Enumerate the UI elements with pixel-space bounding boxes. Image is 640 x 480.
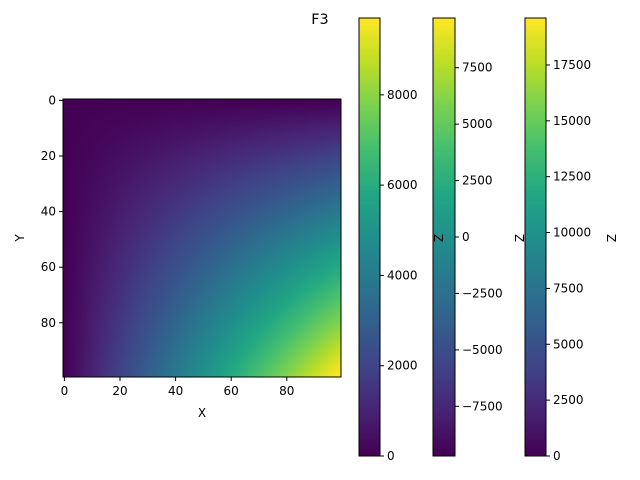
heatmap-frame	[62, 98, 342, 378]
colorbar-tick-label: 6000	[387, 178, 418, 192]
x-axis-label: X	[198, 406, 206, 420]
colorbar-2-label: Z	[432, 234, 446, 242]
x-tick-label: 80	[279, 384, 294, 398]
colorbar-3-gradient	[525, 18, 546, 456]
y-axis-ticks: 0 20 40 60 80	[41, 93, 63, 330]
colorbar-tick-label: 17500	[553, 58, 591, 72]
x-tick-label: 20	[112, 384, 127, 398]
y-tick-label: 80	[41, 316, 56, 330]
colorbar-tick-label: 15000	[553, 114, 591, 128]
y-tick-label: 20	[41, 149, 56, 163]
colorbar-tick-label: 5000	[553, 337, 584, 351]
colorbar-tick-label: 0	[462, 230, 470, 244]
x-tick-label: 60	[224, 384, 239, 398]
colorbar-tick-label: 0	[387, 449, 395, 463]
colorbar-3-axis: 0 2500 5000 7500 10000 12500 15000 17500	[524, 17, 591, 463]
chart-title: F3	[311, 12, 328, 28]
colorbar-tick-label: 2000	[387, 359, 418, 373]
colorbar-2-axis: −7500 −5000 −2500 0 2500 5000 7500	[432, 17, 503, 457]
colorbar-tick-label: 0	[553, 449, 561, 463]
y-axis-label: Y	[13, 234, 27, 243]
colorbar-tick-label: 12500	[553, 170, 591, 184]
colorbar-1-axis: 0 2000 4000 6000 8000	[358, 17, 418, 463]
colorbar-tick-label: −2500	[462, 286, 503, 300]
colorbar-2-gradient	[433, 18, 455, 456]
colorbar-frame	[524, 17, 547, 457]
y-tick-label: 0	[48, 93, 56, 107]
colorbar-tick-label: 7500	[553, 281, 584, 295]
colorbar-tick-label: 8000	[387, 88, 418, 102]
colorbar-tick-label: 5000	[462, 117, 493, 131]
x-tick-label: 0	[61, 384, 69, 398]
colorbar-tick-label: 7500	[462, 61, 493, 75]
colorbar-3-label: Z	[513, 234, 527, 242]
colorbar-tick-label: 2500	[553, 393, 584, 407]
colorbar-frame	[358, 17, 381, 457]
colorbar-tick-label: −5000	[462, 343, 503, 357]
y-tick-label: 60	[41, 260, 56, 274]
colorbar-tick-label: −7500	[462, 399, 503, 413]
colorbar-3-axis-label: Z	[605, 234, 619, 242]
colorbar-tick-label: 2500	[462, 174, 493, 188]
x-axis-ticks: 0 20 40 60 80	[61, 377, 294, 398]
colorbar-1-gradient	[359, 18, 380, 456]
heatmap-image	[63, 99, 341, 377]
colorbar-tick-label: 10000	[553, 226, 591, 240]
x-tick-label: 40	[168, 384, 183, 398]
colorbar-tick-label: 4000	[387, 268, 418, 282]
y-tick-label: 40	[41, 205, 56, 219]
